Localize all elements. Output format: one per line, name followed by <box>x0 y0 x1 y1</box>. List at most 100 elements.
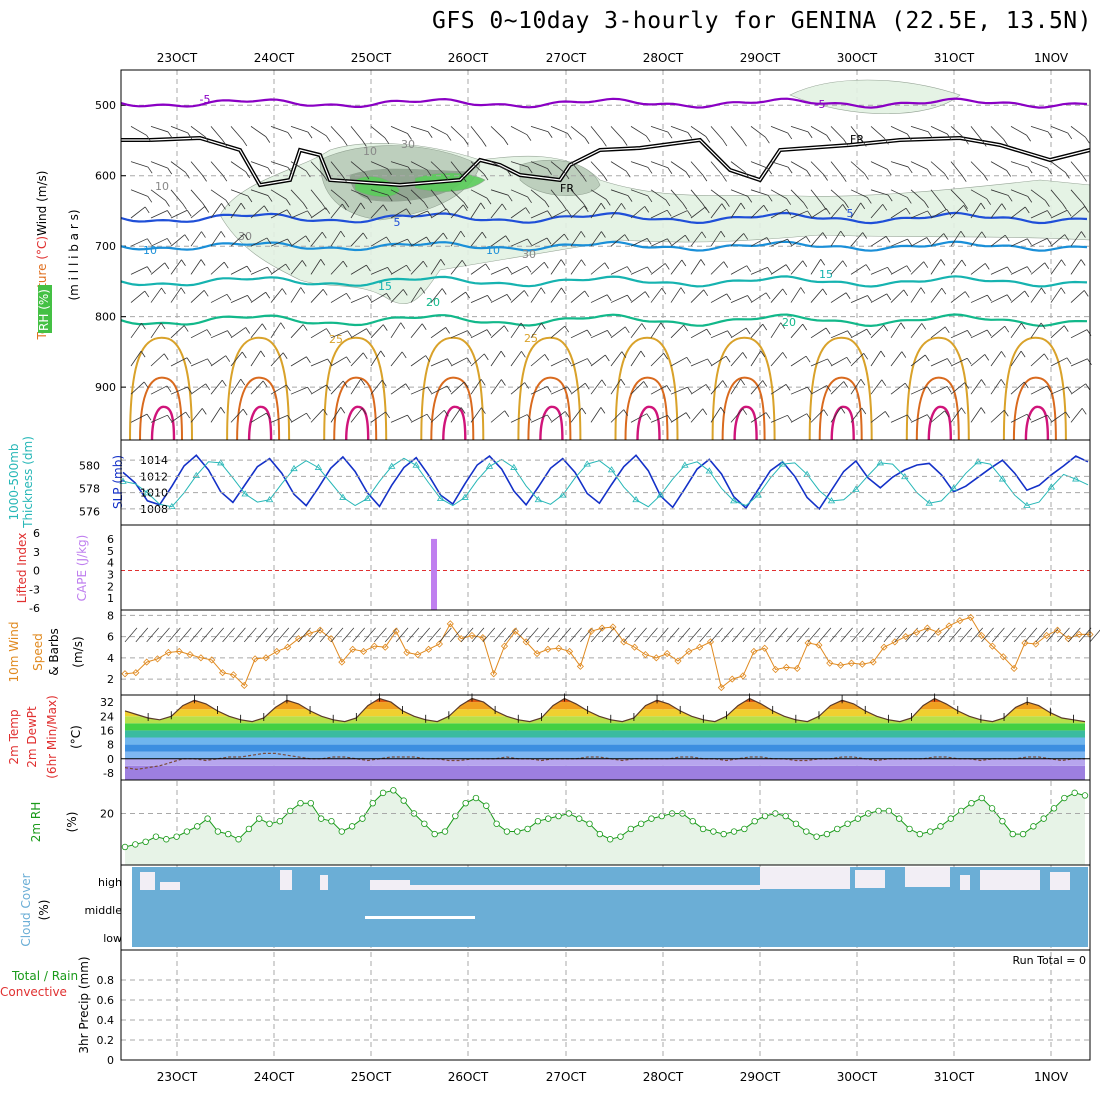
pressure-tick-label: 800 <box>95 311 116 324</box>
wind-barb <box>870 379 883 395</box>
wind-barb <box>810 207 827 219</box>
wind-barb-flag <box>241 351 247 359</box>
rh2m-point <box>348 823 356 830</box>
wind-barb-flag <box>480 379 486 386</box>
wind-barb-flag <box>407 133 412 140</box>
wind-barb <box>950 126 965 139</box>
wind-barb <box>290 412 307 423</box>
wind10-barb <box>254 627 268 643</box>
wind-barb-flag <box>486 329 492 336</box>
rh2m-point <box>617 833 624 840</box>
wind-barb-flag <box>740 202 746 210</box>
rh2m-point <box>1081 792 1089 799</box>
rh2m-point <box>637 820 645 827</box>
wind-barb <box>630 126 647 137</box>
wind-barb <box>590 189 607 200</box>
wind-barb <box>910 210 928 219</box>
wind-barb <box>430 409 445 423</box>
wind-barb <box>530 189 546 202</box>
wind-barb <box>870 204 884 219</box>
wind-barb-flag <box>743 233 749 240</box>
rh2m-ylabel-2: (%) <box>65 812 79 833</box>
wind10-marker <box>262 654 270 662</box>
wind-barb <box>970 354 986 367</box>
wind-barb-flag <box>225 355 231 362</box>
wind-barb <box>470 353 485 367</box>
wind-barb <box>250 412 267 423</box>
wind-barb <box>510 414 528 423</box>
wind-barb <box>210 330 228 339</box>
wind-barb <box>890 351 903 367</box>
wind-barb <box>450 330 468 339</box>
wind-barb <box>270 238 288 247</box>
rh2m-point <box>689 818 696 825</box>
date-label-bottom: 29OCT <box>740 1070 781 1084</box>
wind-barb <box>570 259 582 275</box>
isotherm-30-loop <box>721 376 766 441</box>
wind-barb-flag <box>302 324 308 331</box>
cloud-high-label: high <box>98 876 122 889</box>
rh2m-point <box>524 825 531 833</box>
wind-barb-flag <box>160 322 166 330</box>
wind-barb <box>810 259 822 275</box>
wind-barb-flag <box>621 351 627 358</box>
wind-barb <box>710 230 722 247</box>
wind-barb <box>450 189 465 203</box>
wind-barb <box>530 287 542 303</box>
wind10-marker <box>934 628 942 636</box>
thickness-marker <box>412 461 420 468</box>
wind10-barb <box>1068 627 1081 643</box>
wind-barb <box>190 358 208 367</box>
wind-barb <box>890 289 905 303</box>
wind10-marker <box>1021 639 1029 647</box>
wind-barb <box>410 260 424 275</box>
wind10-marker <box>479 634 487 642</box>
wind-barb-flag <box>564 172 570 180</box>
wind-barb-flag <box>946 386 952 393</box>
wind-barb-flag <box>802 323 808 331</box>
wind-barb-flag <box>322 408 328 416</box>
wind-barb-flag <box>1081 408 1087 415</box>
wind-barb-flag <box>185 172 190 179</box>
wind-barb <box>210 379 223 395</box>
wind10-marker <box>359 647 368 656</box>
rh2m-point <box>503 828 511 835</box>
wind-barb-flag <box>1081 231 1086 238</box>
freezing-label: FR <box>560 182 574 195</box>
wind-barb <box>130 290 146 303</box>
wind-barb <box>1050 287 1062 303</box>
wind-barb-flag <box>605 199 611 206</box>
pressure-tick-label: 500 <box>95 99 116 112</box>
wind-barb-flag <box>146 413 152 421</box>
wind-barb <box>170 259 182 275</box>
wind-barb-flag <box>280 322 286 329</box>
wind-tick-label: 4 <box>107 652 114 665</box>
wind10-marker <box>912 628 921 636</box>
wind-barb <box>270 126 289 133</box>
wind10-marker <box>1010 664 1018 673</box>
wind-barb-flag <box>843 381 849 388</box>
wind-barb-flag <box>967 330 972 337</box>
wind-barb-flag <box>500 350 506 358</box>
wind-barb-flag <box>146 266 152 273</box>
temp-tick-label: 16 <box>100 724 114 737</box>
wind-barb <box>950 189 964 203</box>
wind-barb-flag <box>1047 414 1052 422</box>
date-label-top: 30OCT <box>837 51 878 65</box>
wind10-barb <box>753 627 767 643</box>
wind-barb-flag <box>227 330 232 337</box>
wind-barb <box>390 322 402 339</box>
wind-barb <box>510 265 528 275</box>
wind-barb <box>570 189 584 204</box>
wind-barb <box>410 161 428 171</box>
wind-barb <box>990 203 1003 219</box>
temp-band <box>125 737 1085 745</box>
thickness-marker <box>510 463 518 470</box>
wind-barb <box>230 327 246 339</box>
wind-barb-flag <box>842 260 848 267</box>
wind10-barb <box>124 627 138 643</box>
wind-barb <box>770 161 789 168</box>
wind10-marker <box>132 669 140 677</box>
wind-barb <box>230 378 242 395</box>
date-label-top: 1NOV <box>1034 51 1069 65</box>
